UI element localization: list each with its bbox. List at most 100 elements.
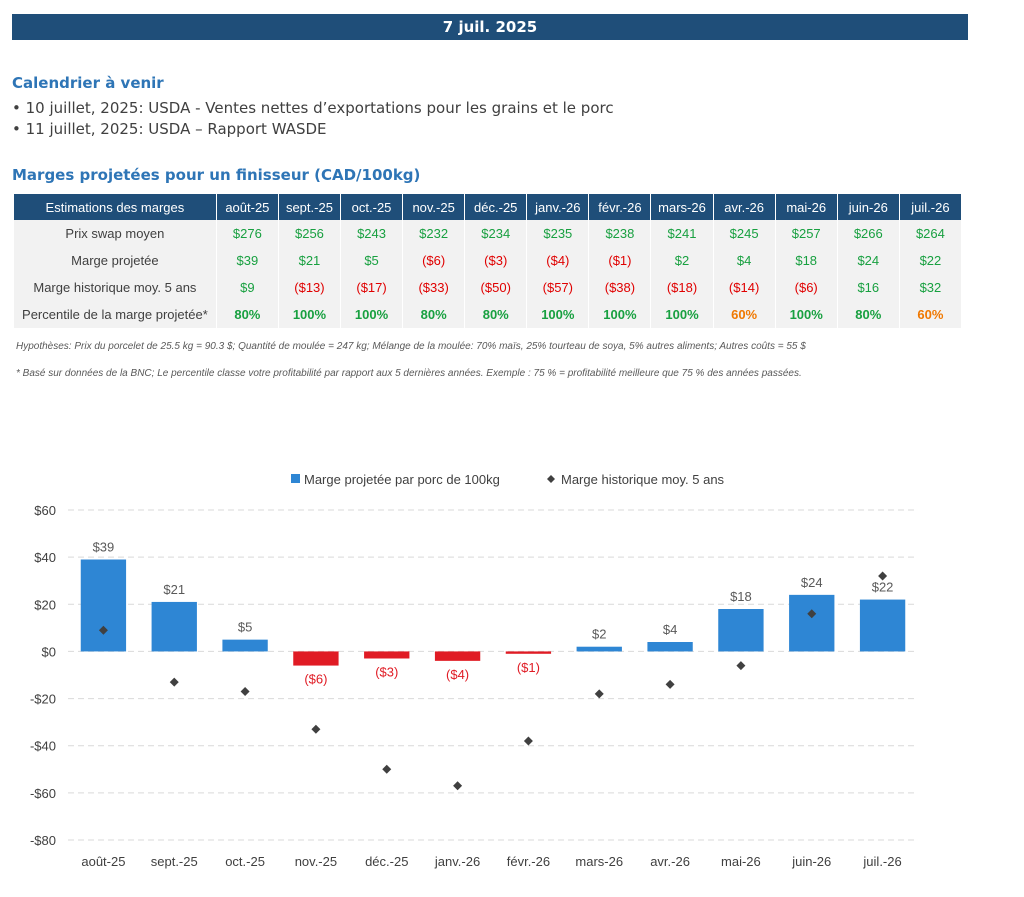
historical-marker — [878, 571, 888, 581]
row-label: Prix swap moyen — [14, 220, 217, 247]
margins-title: Marges projetées pour un finisseur (CAD/… — [12, 166, 421, 184]
table-row: Percentile de la marge projetée* 80% 100% 1… — [14, 301, 963, 328]
table-cell: ($14) — [713, 274, 776, 301]
x-tick-label: mai-26 — [721, 854, 761, 869]
historical-marker — [311, 724, 321, 734]
table-cell: $234 — [464, 220, 528, 247]
table-cell: ($6) — [402, 247, 466, 274]
month-header: juin-26 — [837, 194, 900, 220]
table-cell: $264 — [899, 220, 963, 247]
margins-table: Estimations des marges août-25 sept.-25 … — [14, 194, 963, 328]
historical-marker — [453, 781, 463, 791]
calendar-title: Calendrier à venir — [12, 74, 164, 92]
table-cell: ($6) — [775, 274, 838, 301]
table-cell: $32 — [899, 274, 963, 301]
table-cell: 80% — [216, 301, 279, 328]
table-cell: 100% — [775, 301, 838, 328]
row-label: Percentile de la marge projetée* — [14, 301, 217, 328]
table-cell: 60% — [713, 301, 776, 328]
bar — [789, 594, 835, 652]
table-row: Prix swap moyen $276 $256 $243 $232 $234 $235 $… — [14, 220, 963, 247]
x-tick-label: oct.-25 — [225, 854, 265, 869]
table-cell: 100% — [278, 301, 342, 328]
table-cell: $22 — [899, 247, 963, 274]
calendar-item: • 11 juillet, 2025: USDA – Rapport WASDE — [12, 120, 327, 138]
assumptions-note: Hypothèses: Prix du porcelet de 25.5 kg … — [16, 341, 806, 352]
table-cell: 100% — [650, 301, 714, 328]
x-tick-label: juil.-26 — [862, 854, 901, 869]
bar — [718, 609, 764, 652]
y-tick-label: $60 — [34, 503, 56, 518]
historical-marker — [382, 764, 392, 774]
row-label: Marge projetée — [14, 247, 217, 274]
table-cell: $238 — [588, 220, 652, 247]
table-cell: 80% — [837, 301, 900, 328]
table-cell: ($50) — [464, 274, 528, 301]
month-header: déc.-25 — [464, 194, 528, 220]
header-label-cell: Estimations des marges — [14, 194, 217, 220]
table-cell: 60% — [899, 301, 963, 328]
x-tick-label: nov.-25 — [295, 854, 337, 869]
y-tick-label: $40 — [34, 550, 56, 565]
month-header: mai-26 — [775, 194, 838, 220]
table-cell: $9 — [216, 274, 279, 301]
table-row: Marge projetée $39 $21 $5 ($6) ($3) ($4) ($1) $2… — [14, 247, 963, 274]
table-cell: ($33) — [402, 274, 466, 301]
table-cell: 80% — [402, 301, 466, 328]
y-tick-label: -$20 — [30, 692, 56, 707]
data-label: ($3) — [375, 665, 398, 680]
table-cell: $276 — [216, 220, 279, 247]
historical-marker — [807, 609, 817, 619]
legend-swatch-marker — [547, 475, 555, 483]
table-cell: $24 — [837, 247, 900, 274]
footnote: * Basé sur données de la BNC; Le percent… — [16, 368, 802, 379]
y-tick-label: $20 — [34, 597, 56, 612]
table-row: Marge historique moy. 5 ans $9 ($13) ($17)(… — [14, 274, 963, 301]
data-label: $39 — [93, 540, 115, 555]
date-banner: 7 juil. 2025 — [12, 14, 968, 40]
x-tick-label: févr.-26 — [507, 854, 550, 869]
table-cell: $4 — [713, 247, 776, 274]
x-tick-label: janv.-26 — [434, 854, 480, 869]
table-cell: ($38) — [588, 274, 652, 301]
table-cell: ($17) — [340, 274, 404, 301]
month-header: avr.-26 — [713, 194, 776, 220]
table-cell: ($3) — [464, 247, 528, 274]
historical-marker — [665, 679, 675, 689]
table-cell: $266 — [837, 220, 900, 247]
legend-label-marker: Marge historique moy. 5 ans — [561, 472, 725, 487]
margins-header-row: Estimations des marges août-25 sept.-25 … — [14, 194, 963, 220]
data-label: $5 — [238, 620, 252, 635]
data-label: $4 — [663, 622, 677, 637]
bar — [576, 646, 622, 652]
legend-label-bar: Marge projetée par porc de 100kg — [304, 472, 500, 487]
table-cell: $256 — [278, 220, 342, 247]
historical-marker — [523, 736, 533, 746]
table-cell: $243 — [340, 220, 404, 247]
table-cell: $39 — [216, 247, 279, 274]
table-cell: ($18) — [650, 274, 714, 301]
table-cell: ($1) — [588, 247, 652, 274]
table-cell: 100% — [526, 301, 590, 328]
margin-chart: $60 $40 $20 $0 -$20 -$40 -$60 -$80 $39 $21 $5 ($6) (… — [30, 472, 918, 869]
x-tick-label: juin-26 — [791, 854, 831, 869]
table-cell: $235 — [526, 220, 590, 247]
table-cell: $241 — [650, 220, 714, 247]
data-label: $24 — [801, 575, 823, 590]
month-header: janv.-26 — [526, 194, 590, 220]
x-tick-label: mars-26 — [575, 854, 623, 869]
bar — [859, 599, 906, 652]
data-label: $22 — [872, 580, 894, 595]
x-tick-label: avr.-26 — [650, 854, 690, 869]
bar — [222, 639, 268, 652]
x-tick-label: déc.-25 — [365, 854, 408, 869]
data-label: ($4) — [446, 667, 469, 682]
table-cell: 80% — [464, 301, 528, 328]
bar — [151, 601, 197, 652]
row-label: Marge historique moy. 5 ans — [14, 274, 217, 301]
table-cell: $257 — [775, 220, 838, 247]
month-header: mars-26 — [650, 194, 714, 220]
month-header: sept.-25 — [278, 194, 342, 220]
month-header: févr.-26 — [588, 194, 652, 220]
data-label: $21 — [163, 582, 185, 597]
